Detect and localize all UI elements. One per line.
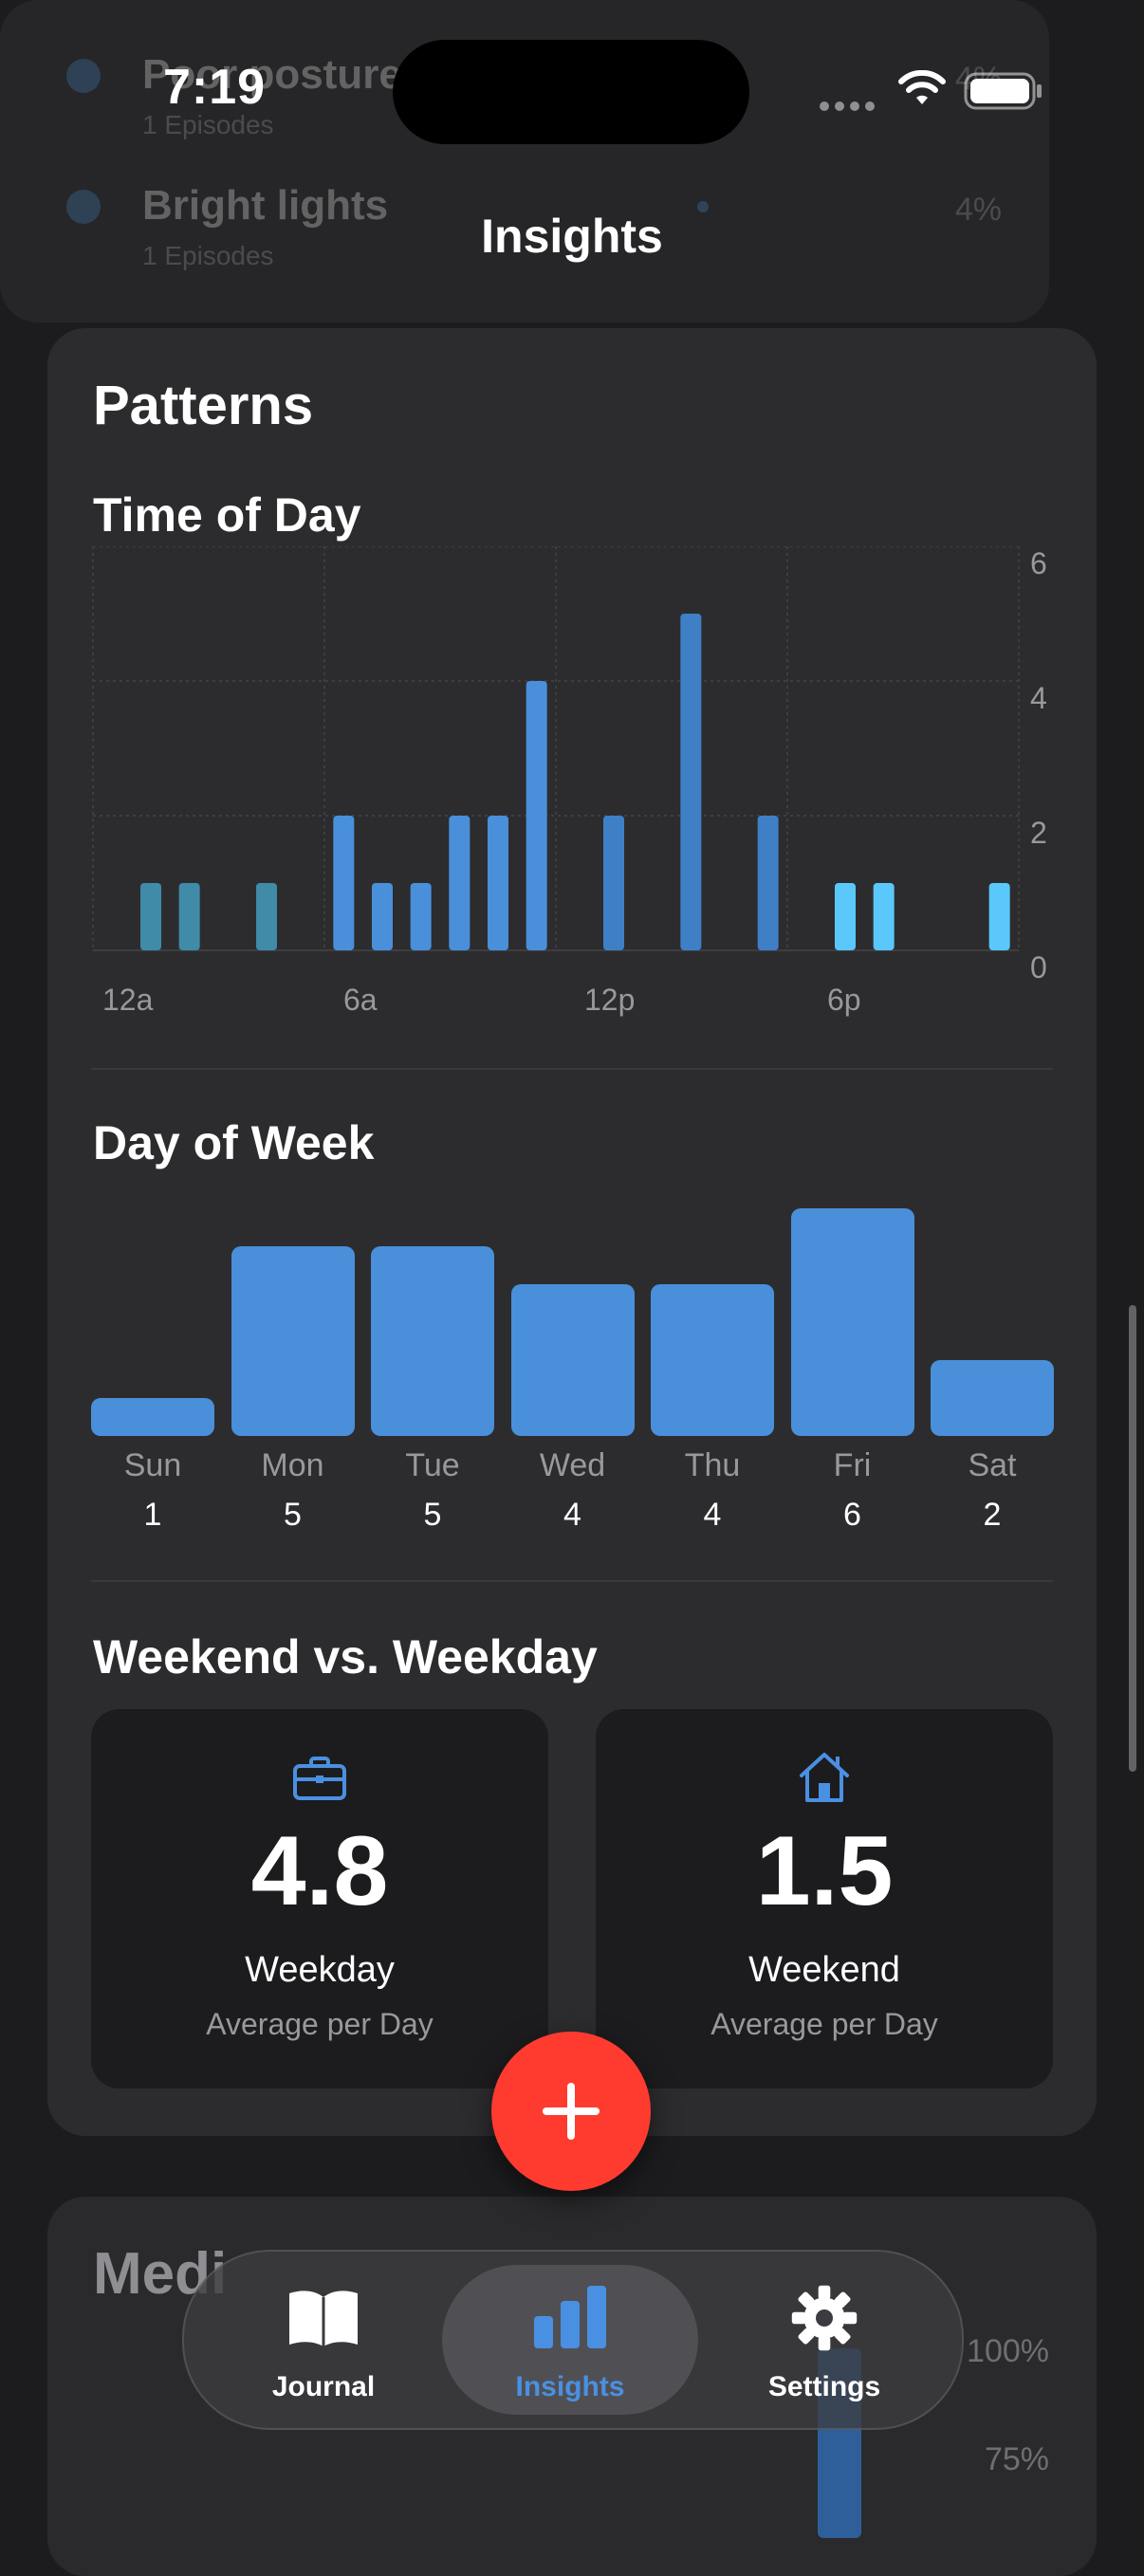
weekday-sub-label: Average per Day	[206, 2007, 434, 2041]
day-of-week-bar	[651, 1284, 774, 1436]
y-tick-label: 6	[1030, 546, 1047, 580]
tab-label: Insights	[515, 2371, 625, 2402]
weekend-card: 1.5 Weekend Average per Day	[596, 1709, 1053, 2088]
dynamic-island	[393, 40, 749, 144]
scrollbar[interactable]	[1129, 1305, 1136, 1772]
divider	[91, 1580, 1053, 1582]
day-label: Mon	[261, 1447, 324, 1483]
time-of-day-chart	[92, 546, 1020, 951]
day-of-week-bar	[510, 1284, 635, 1436]
plus-icon	[543, 2083, 600, 2140]
day-count: 4	[563, 1497, 581, 1533]
x-tick-label: 6a	[343, 983, 378, 1017]
day-of-week-bar	[371, 1246, 494, 1436]
page-title: Insights	[481, 210, 663, 263]
list-item-title: Bright lights	[142, 182, 389, 229]
time-of-day-bar	[873, 883, 895, 950]
gear-icon	[791, 2285, 858, 2351]
time-of-day-bar	[488, 816, 508, 950]
house-icon	[800, 1753, 849, 1802]
list-item[interactable]: Bright lights 1 Episodes 4%	[0, 182, 1049, 286]
time-of-day-bar	[140, 883, 161, 950]
time-of-day-bar	[835, 883, 856, 950]
y-tick-label: 0	[1030, 950, 1047, 984]
x-tick-label: 6p	[827, 983, 861, 1017]
status-time: 7:19	[163, 60, 267, 115]
y-tick-label: 75%	[984, 2441, 1049, 2477]
section-title: Patterns	[93, 375, 314, 436]
tab-label: Journal	[271, 2371, 376, 2402]
briefcase-icon	[293, 1757, 346, 1800]
weekend-label: Weekend	[748, 1950, 900, 1990]
day-label: Fri	[833, 1447, 872, 1483]
wifi-icon	[898, 70, 946, 104]
day-label: Sun	[123, 1447, 182, 1483]
time-of-day-bar	[603, 816, 624, 950]
y-tick-label: 4	[1030, 681, 1047, 715]
day-label: Wed	[539, 1447, 606, 1483]
time-of-day-bar	[757, 816, 779, 950]
divider	[91, 1068, 1053, 1070]
time-of-day-bar	[988, 883, 1010, 950]
time-of-day-bar	[410, 883, 432, 950]
time-of-day-bar	[256, 883, 277, 950]
status-dot	[697, 201, 709, 212]
list-item-percent: 4%	[954, 192, 1002, 228]
day-label: Tue	[405, 1447, 460, 1483]
day-of-week-bar	[91, 1398, 214, 1436]
signal-icon	[820, 99, 880, 116]
list-item-subtitle: 1 Episodes	[142, 241, 274, 270]
day-count: 1	[143, 1497, 162, 1533]
chart-bar-icon	[534, 2286, 606, 2348]
battery-icon	[964, 72, 1042, 110]
weekend-sub-label: Average per Day	[710, 2007, 938, 2041]
x-tick-label: 12p	[584, 983, 636, 1017]
tab-journal[interactable]: Journal	[195, 2252, 452, 2428]
list-item-title: Poor posture	[142, 51, 402, 98]
time-of-day-bar	[178, 883, 200, 950]
time-of-day-bar	[333, 816, 355, 950]
y-tick-label: 100%	[967, 2333, 1049, 2369]
book-icon	[289, 2291, 358, 2346]
tab-insights[interactable]: Insights	[442, 2265, 698, 2415]
weekday-card: 4.8 Weekday Average per Day	[91, 1709, 548, 2088]
posture-icon	[66, 59, 101, 93]
tab-label: Settings	[767, 2371, 881, 2402]
day-label: Sat	[968, 1447, 1017, 1483]
time-of-day-title: Time of Day	[93, 488, 361, 542]
time-of-day-bar	[526, 681, 547, 950]
day-count: 4	[703, 1497, 722, 1533]
y-tick-label: 2	[1030, 816, 1047, 850]
time-of-day-bar	[680, 614, 702, 950]
lightbulb-icon	[66, 190, 101, 224]
time-of-day-bar	[372, 883, 393, 950]
add-entry-button[interactable]	[491, 2032, 651, 2191]
day-count: 5	[423, 1497, 442, 1533]
tab-settings[interactable]: Settings	[696, 2252, 952, 2428]
day-of-week-bar	[931, 1360, 1054, 1436]
weekend-average-value: 1.5	[755, 1816, 894, 1926]
patterns-card: Patterns Time of Day 12a 6a 12p 6p 6 4 2…	[47, 328, 1097, 2136]
list-item-subtitle: 1 Episodes	[142, 110, 274, 139]
day-of-week-bar	[231, 1246, 355, 1436]
weekday-average-value: 4.8	[250, 1816, 389, 1926]
day-count: 6	[843, 1497, 861, 1533]
day-count: 5	[284, 1497, 302, 1533]
weekday-label: Weekday	[245, 1950, 395, 1990]
time-of-day-bar	[449, 816, 471, 950]
x-tick-label: 12a	[102, 983, 154, 1017]
day-of-week-title: Day of Week	[93, 1116, 375, 1169]
day-count: 2	[983, 1497, 1002, 1533]
tab-bar: Journal Insights	[182, 2250, 964, 2430]
weekend-weekday-title: Weekend vs. Weekday	[93, 1630, 598, 1684]
day-label: Thu	[684, 1447, 741, 1483]
day-of-week-bar	[790, 1208, 914, 1436]
